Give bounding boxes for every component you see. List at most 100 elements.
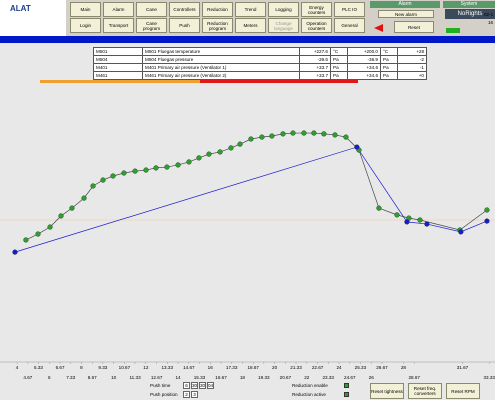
x-tick-label: 19.33 [258, 375, 270, 380]
data-point [69, 205, 75, 211]
data-point [110, 173, 116, 179]
data-point [121, 170, 127, 176]
alarm-icon [374, 24, 383, 32]
logo: ALAT [0, 0, 66, 36]
data-point [290, 130, 296, 136]
data-point [311, 130, 317, 136]
table-cell: +0 [397, 71, 427, 80]
x-tick-label: 23.33 [322, 375, 334, 380]
x-tick-label: 6.67 [56, 365, 65, 370]
push-time-field[interactable]: 30 [199, 382, 206, 389]
nav-button[interactable]: Alarm [103, 2, 134, 17]
nav-button[interactable]: Logging [268, 2, 299, 17]
nav-button[interactable]: Operation counters [301, 18, 332, 33]
x-tick-label: 10 [111, 375, 117, 380]
data-point [58, 213, 64, 219]
data-point [321, 131, 327, 137]
x-tick-label: 28 [401, 365, 407, 370]
reset-button[interactable]: Reset RPM [446, 383, 480, 399]
data-point [175, 162, 181, 168]
nav-button[interactable]: Change language [268, 18, 299, 33]
reset-button[interactable]: Reset tightness [370, 383, 404, 399]
x-tick-label: 18 [240, 375, 246, 380]
x-tick-label: 20 [272, 365, 278, 370]
nav-button[interactable]: Reduction [202, 2, 233, 17]
reset-button[interactable]: Reset [394, 21, 434, 33]
x-tick-label: 16.67 [215, 375, 227, 380]
new-alarm-button[interactable]: New alarm [378, 10, 434, 18]
reduction-active-led [344, 392, 349, 397]
data-point [100, 177, 106, 183]
x-tick-label: 4 [16, 365, 19, 370]
data-point [301, 130, 307, 136]
x-tick-label: 12.67 [151, 375, 163, 380]
data-point [47, 224, 53, 230]
x-tick-label: 33.33 [483, 375, 495, 380]
data-point [228, 145, 234, 151]
data-point [424, 221, 430, 227]
x-tick-label: 24 [336, 365, 342, 370]
push-position-field[interactable]: 3 [191, 391, 198, 398]
data-point [404, 219, 410, 225]
x-tick-label: 22.67 [312, 365, 324, 370]
data-point [394, 212, 400, 218]
x-tick-label: 8.67 [88, 375, 97, 380]
data-point [269, 133, 275, 139]
time: 16 [488, 20, 494, 25]
nav-button[interactable]: PLC IO [334, 2, 365, 17]
data-point [196, 155, 202, 161]
table-row: M461 M461 Primary air pressure (Ventilato… [93, 71, 427, 80]
blue-bar [0, 36, 495, 43]
x-tick-label: 31.67 [457, 365, 469, 370]
data-point [35, 231, 41, 237]
x-tick-label: 14 [175, 375, 181, 380]
push-time-field[interactable]: 04 [207, 382, 214, 389]
push-position-field[interactable]: 2 [183, 391, 190, 398]
value-table: M501 M501 Fluegas temperature +227.6 °C +200… [93, 47, 427, 80]
x-tick-label: 17.33 [226, 365, 238, 370]
push-time-field[interactable]: 6 [183, 382, 190, 389]
red-bar [200, 80, 358, 83]
logo-text: ALAT [10, 4, 31, 13]
data-point [259, 134, 265, 140]
x-tick-label: 18.67 [247, 365, 259, 370]
alarm-header: Alarm [370, 1, 440, 8]
x-tick-label: 26 [369, 375, 375, 380]
nav-button[interactable]: Transport [103, 18, 134, 33]
nav-button[interactable]: Cane program [136, 18, 167, 33]
date: 02-1 [484, 12, 494, 17]
nav-button[interactable]: General [334, 18, 365, 33]
push-time-field[interactable]: 30 [191, 382, 198, 389]
nav-button[interactable]: Controllers [169, 2, 200, 17]
reset-button[interactable]: Reset freq. converters [408, 383, 442, 399]
data-point [354, 144, 360, 150]
nav-button[interactable]: Login [70, 18, 101, 33]
nav-button[interactable]: Push [169, 18, 200, 33]
x-tick-label: 24.67 [344, 375, 356, 380]
x-tick-label: 28.67 [408, 375, 420, 380]
nav-button[interactable]: Main [70, 2, 101, 17]
data-point [248, 136, 254, 142]
data-point [81, 195, 87, 201]
data-point [217, 149, 223, 155]
nav-button[interactable]: Reduction program [202, 18, 233, 33]
nav-button[interactable]: Energy counters [301, 2, 332, 17]
x-tick-label: 8 [80, 365, 83, 370]
data-point [153, 165, 159, 171]
data-point [458, 229, 464, 235]
nav-button[interactable]: Cane [136, 2, 167, 17]
data-point [484, 218, 490, 224]
data-point [164, 164, 170, 170]
reduction-enable-led [344, 383, 349, 388]
data-point [143, 167, 149, 173]
reduction-active-label: Reduction active [292, 392, 326, 397]
x-tick-label: 21.33 [290, 365, 302, 370]
orange-bar [40, 80, 200, 83]
nav-button[interactable]: Trend [235, 2, 266, 17]
x-tick-label: 6 [48, 375, 51, 380]
nav-button[interactable]: Meters [235, 18, 266, 33]
x-tick-label: 14.67 [183, 365, 195, 370]
system-header: System [443, 1, 495, 8]
